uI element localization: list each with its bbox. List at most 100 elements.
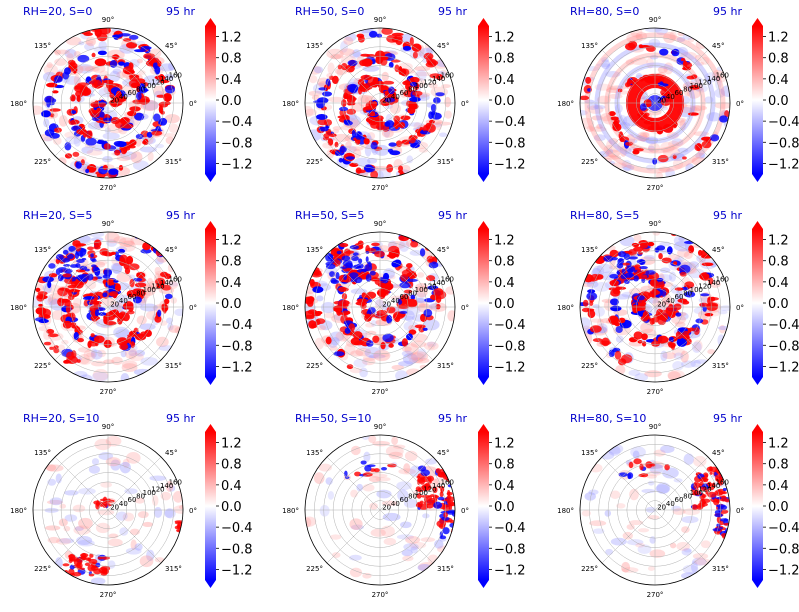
- angle-tick-label: 45°: [437, 42, 449, 50]
- field-cell: [589, 126, 607, 132]
- angle-tick-label: 90°: [649, 423, 661, 431]
- field-cell: [648, 145, 655, 152]
- field-cell: [85, 137, 97, 146]
- field-cell: [84, 268, 90, 272]
- angle-tick-label: 135°: [34, 246, 51, 254]
- panel-4: 0°45°90°135°180°225°270°315°20 40 60 801001…: [10, 209, 197, 396]
- field-cell: [160, 110, 165, 115]
- angle-tick-label: 315°: [437, 565, 454, 573]
- field-cell: [644, 28, 663, 33]
- field-cell: [63, 525, 71, 532]
- field-cell: [114, 95, 120, 103]
- colorbar-tick-label: −0.8: [221, 542, 253, 557]
- field-cell: [609, 289, 621, 297]
- field-cell: [646, 470, 662, 477]
- angle-tick-label: 225°: [581, 158, 598, 166]
- colorbar-7: 1.2 0.8 0.4 0.0 −0.4 −0.8 −1.2: [205, 424, 253, 588]
- angle-tick-label: 270°: [647, 591, 664, 599]
- field-cell: [345, 156, 355, 160]
- colorbar-tick-label: 0.4: [494, 73, 515, 88]
- colorbar-9: 1.2 0.8 0.4 0.0 −0.4 −0.8 −1.2: [752, 424, 799, 588]
- field-cell: [122, 219, 131, 227]
- panel-3: 0°45°90°135°180°225°270°315°20 40 60 801001…: [557, 5, 744, 192]
- field-cell: [139, 555, 154, 568]
- field-cell: [165, 94, 171, 102]
- angle-tick-label: 45°: [437, 246, 449, 254]
- field-cell: [62, 320, 72, 329]
- field-cell: [651, 340, 661, 347]
- angle-tick-label: 315°: [712, 565, 729, 573]
- angle-tick-label: 270°: [372, 388, 389, 396]
- field-cell: [655, 484, 670, 494]
- panel-6: 0°45°90°135°180°225°270°315°20 40 60 801001…: [557, 209, 744, 396]
- field-cell: [597, 95, 611, 105]
- field-cell: [46, 62, 53, 69]
- field-cell: [431, 112, 442, 120]
- angle-tick-label: 45°: [712, 42, 724, 50]
- field-cell: [671, 138, 684, 147]
- field-cell: [371, 242, 380, 247]
- radial-tick-label: 160: [716, 71, 729, 79]
- colorbar-6: 1.2 0.8 0.4 0.0 −0.4 −0.8 −1.2: [752, 221, 799, 385]
- field-cell: [90, 349, 103, 360]
- field-cell: [723, 522, 730, 526]
- field-cell: [625, 141, 633, 146]
- colorbar-3: 1.2 0.8 0.4 0.0 −0.4 −0.8 −1.2: [752, 18, 799, 182]
- field-cell: [312, 269, 322, 276]
- field-cell: [332, 126, 342, 131]
- field-cell: [98, 40, 108, 50]
- angle-tick-label: 0°: [461, 304, 469, 312]
- field-cell: [77, 337, 84, 343]
- field-cell: [124, 227, 135, 230]
- colorbar-2: 1.2 0.8 0.4 0.0 −0.4 −0.8 −1.2: [478, 18, 526, 182]
- field-cell: [67, 284, 79, 289]
- angle-tick-label: 315°: [437, 158, 454, 166]
- field-cell: [693, 131, 709, 137]
- field-cell: [330, 53, 344, 60]
- colorbar-extend-bottom: [478, 377, 489, 385]
- field-cell: [347, 59, 358, 67]
- field-cell: [694, 54, 702, 63]
- field-cell: [717, 505, 723, 513]
- field-cell: [652, 288, 659, 296]
- colorbar-tick-label: −0.4: [494, 318, 526, 333]
- colorbar-tick-label: −0.4: [221, 115, 253, 130]
- field-cell: [96, 32, 108, 42]
- field-cell: [360, 53, 371, 57]
- angular-gridline: [601, 102, 656, 157]
- field-cell: [90, 253, 94, 258]
- angle-tick-label: 270°: [100, 591, 117, 599]
- field-cell: [377, 80, 384, 88]
- field-cell: [71, 572, 82, 577]
- field-cell: [381, 71, 389, 82]
- angle-tick-label: 315°: [165, 362, 182, 370]
- field-cell: [373, 349, 391, 362]
- field-cell: [433, 501, 443, 509]
- angle-tick-label: 90°: [102, 220, 114, 228]
- field-cell: [106, 498, 111, 502]
- field-cell: [46, 464, 64, 472]
- colorbar-5: 1.2 0.8 0.4 0.0 −0.4 −0.8 −1.2: [478, 221, 526, 385]
- field-cell: [142, 521, 154, 528]
- field-cell: [341, 62, 348, 71]
- field-cell: [67, 59, 76, 66]
- field-cell: [49, 132, 60, 139]
- panel-title-left: RH=80, S=10: [570, 412, 646, 425]
- field-cell: [637, 268, 641, 273]
- field-cell: [367, 306, 376, 314]
- field-cell: [712, 69, 724, 81]
- field-cell: [85, 557, 91, 561]
- colorbar-tick-label: −0.4: [768, 521, 799, 536]
- field-cell: [333, 256, 338, 261]
- angle-tick-label: 0°: [461, 507, 469, 515]
- field-cell: [129, 34, 139, 40]
- field-cell: [362, 483, 375, 492]
- field-cell: [314, 337, 324, 350]
- field-cell: [391, 36, 399, 43]
- field-cell: [721, 470, 730, 474]
- field-cell: [626, 32, 643, 44]
- field-cell: [327, 490, 335, 500]
- field-cell: [337, 64, 343, 70]
- field-cell: [322, 91, 333, 97]
- field-cell: [52, 137, 62, 145]
